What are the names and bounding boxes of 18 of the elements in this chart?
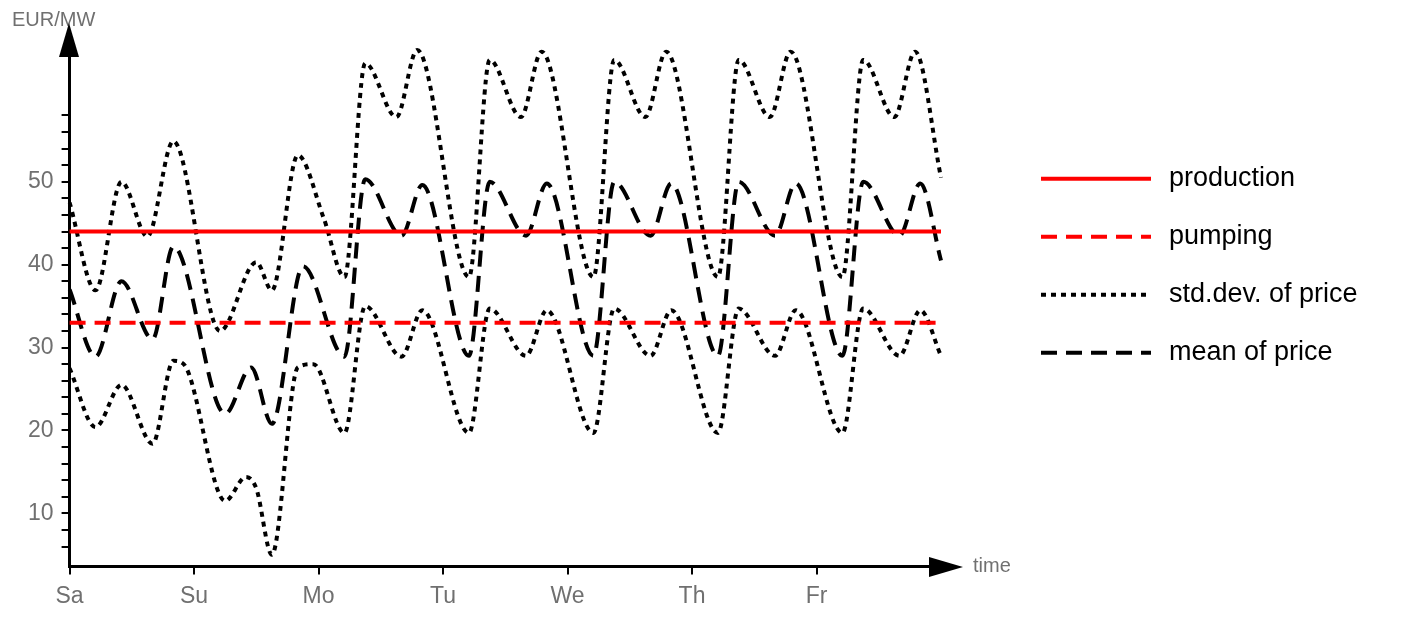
- x-tick-label: Su: [180, 581, 209, 608]
- legend-label: production: [1169, 162, 1296, 193]
- y-axis-title: EUR/MW: [12, 7, 96, 30]
- x-tick-label: Fr: [805, 581, 828, 608]
- y-tick-label: 30: [27, 332, 54, 359]
- y-tick-label: 50: [27, 167, 54, 194]
- y-tick-label: 40: [27, 250, 54, 277]
- x-axis-title: time: [973, 553, 1011, 576]
- legend-label: std.dev. of price: [1169, 278, 1358, 309]
- x-tick-label: Mo: [302, 581, 335, 608]
- legend-label: pumping: [1169, 220, 1273, 251]
- x-tick-label: Th: [678, 581, 706, 608]
- y-tick-label: 10: [27, 498, 54, 525]
- y-tick-label: 20: [27, 415, 54, 442]
- x-tick-label: We: [550, 581, 585, 608]
- x-tick-label: Sa: [55, 581, 84, 608]
- legend-label: mean of price: [1169, 336, 1333, 367]
- x-tick-label: Tu: [430, 581, 457, 608]
